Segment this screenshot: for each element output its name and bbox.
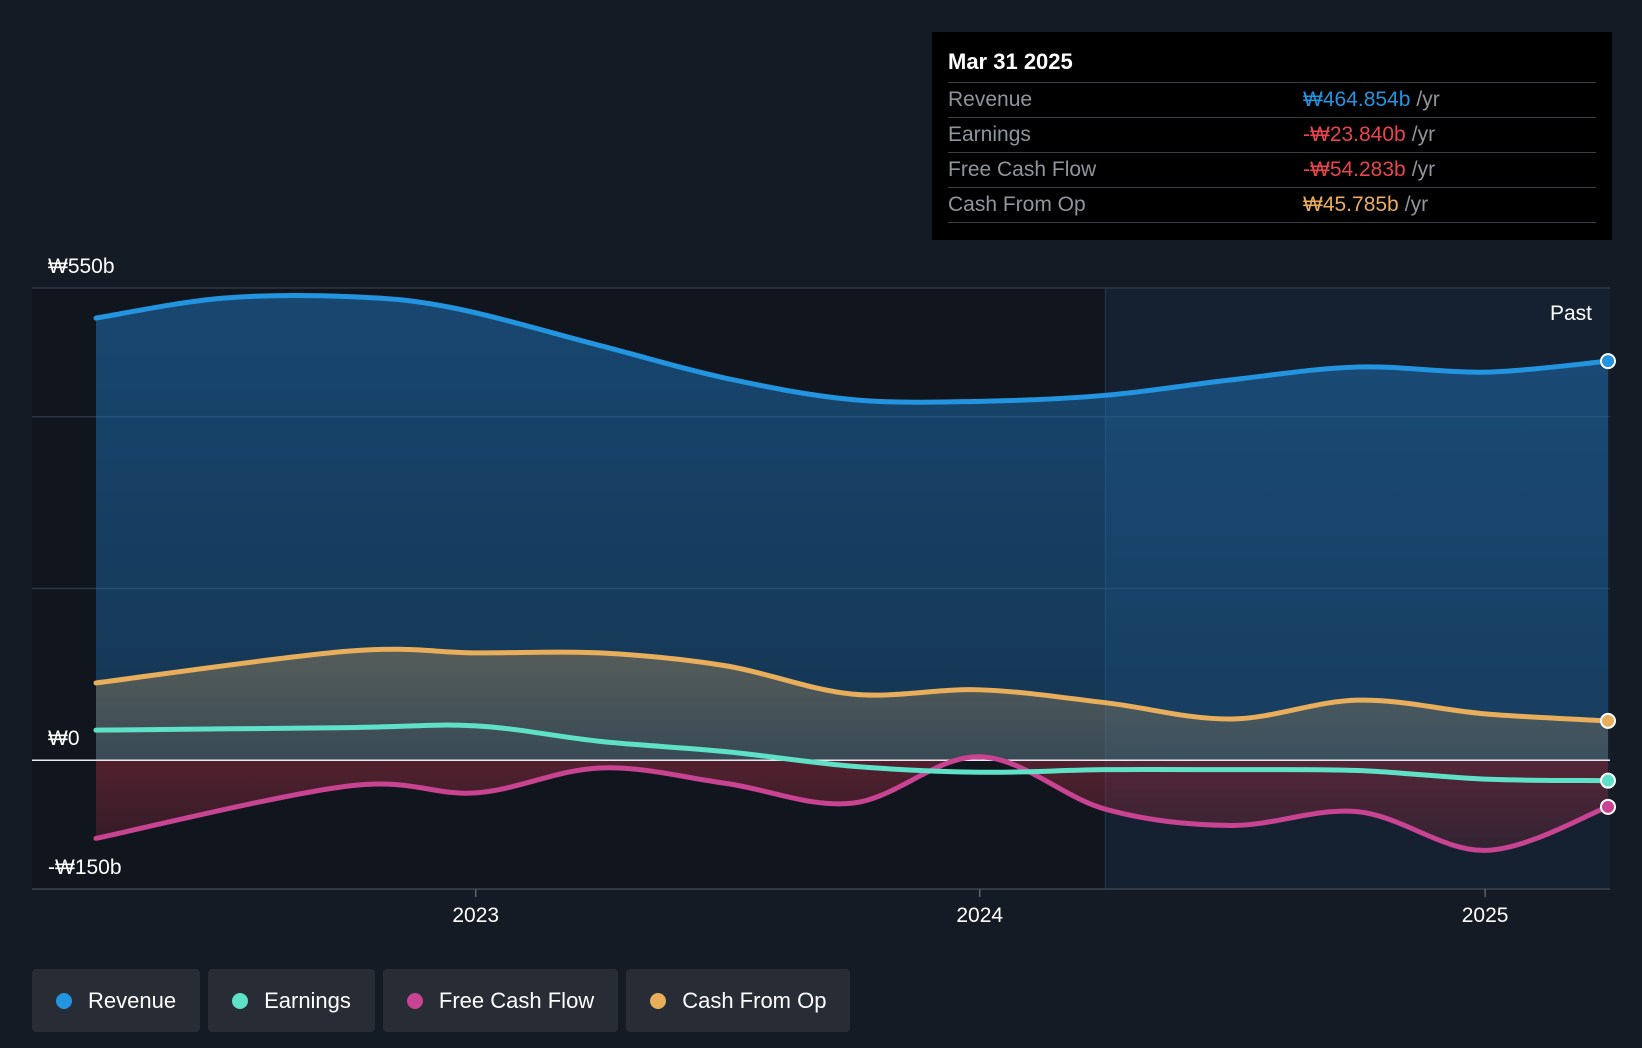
tooltip-label: Earnings [948,123,1031,146]
cash-from-op-area [96,649,1608,761]
tooltip-value: -₩23.840b [1303,123,1406,146]
end-marker-free-cash-flow [1600,798,1616,815]
y-tick-label: ₩550b [48,255,115,278]
tooltip-row-revenue: Revenue ₩464.854b /yr [948,82,1596,117]
free-cash-flow-area [96,756,1608,851]
end-marker-revenue [1600,353,1616,370]
tooltip-value: ₩464.854b [1303,88,1411,111]
legend: Revenue Earnings Free Cash Flow Cash Fro… [32,969,851,1032]
tooltip-unit: /yr [1411,158,1436,181]
tooltip-label: Revenue [948,88,1033,111]
legend-item-revenue[interactable]: Revenue [32,969,201,1032]
tooltip-panel: Mar 31 2025 Revenue ₩464.854b /yr Earnin… [932,32,1612,240]
tooltip-row-free-cash-flow: Free Cash Flow -₩54.283b /yr [948,152,1596,187]
tooltip-date: Mar 31 2025 [948,49,1073,74]
y-tick-label: -₩150b [48,856,122,879]
legend-dot-icon [650,992,667,1009]
series-line-revenue [93,292,1611,405]
tooltip-label: Cash From Op [948,193,1086,216]
tooltip-unit: /yr [1404,193,1429,216]
series-line-earnings [93,722,1611,784]
past-label: Past [1550,302,1592,325]
legend-dot-icon [232,992,249,1009]
end-marker-cash-from-op [1600,712,1616,729]
x-tick-label: 2023 [452,904,499,927]
legend-label: Revenue [88,987,177,1013]
legend-item-free-cash-flow[interactable]: Free Cash Flow [382,969,619,1032]
tooltip-value: -₩54.283b [1303,158,1406,181]
x-tick-label: 2025 [1462,904,1509,927]
series-line-cash-from-op [93,646,1611,724]
y-tick-label: ₩0 [48,727,80,750]
x-tick-label: 2024 [956,904,1003,927]
end-marker-earnings [1600,772,1616,789]
legend-dot-icon [406,992,423,1009]
legend-label: Earnings [264,987,351,1013]
legend-label: Cash From Op [682,987,827,1013]
legend-dot-icon [56,992,72,1009]
legend-item-cash-from-op[interactable]: Cash From Op [626,969,851,1032]
tooltip-unit: /yr [1416,88,1440,111]
tooltip-unit: /yr [1411,123,1436,146]
tooltip-value: ₩45.785b [1303,193,1399,216]
tooltip-label: Free Cash Flow [948,158,1097,181]
tooltip-row-earnings: Earnings -₩23.840b /yr [948,117,1596,152]
legend-item-earnings[interactable]: Earnings [208,969,375,1032]
revenue-area [96,295,1608,761]
series-line-free-cash-flow [93,754,1611,853]
tooltip-row-cash-from-op: Cash From Op ₩45.785b /yr [948,187,1596,223]
legend-label: Free Cash Flow [438,987,595,1013]
